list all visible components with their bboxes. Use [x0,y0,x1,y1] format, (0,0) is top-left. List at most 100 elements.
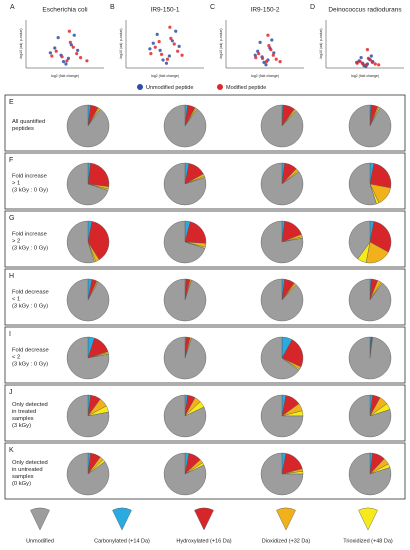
data-point [75,52,79,56]
data-point [61,60,66,64]
data-point [79,56,83,60]
data-point [271,53,275,57]
panel-letter: A [10,4,15,11]
data-point [157,40,161,44]
data-point [359,56,363,60]
legend-label: Modified peptide [226,85,266,91]
pie-slice [260,104,304,148]
legend-label: Dioxidized (+32 Da) [262,538,311,544]
row-label: Only detected [12,402,48,408]
data-point [364,63,369,67]
pie-slice [163,336,207,380]
pie-slice [66,452,110,496]
data-point [174,29,178,33]
pie-slice [348,336,392,380]
panel-letter: H [9,273,14,280]
data-point [172,42,176,46]
data-point [71,45,75,49]
data-point [253,53,257,57]
row-label: (3 kGy : 0 Gy) [12,246,48,252]
data-point [177,44,181,49]
row-label: (3 kGy) [12,423,31,429]
data-point [54,49,58,53]
data-point [168,25,172,29]
data-point [377,63,381,67]
pie-slice [163,220,206,264]
data-point [161,58,165,62]
data-point [266,33,270,37]
data-point [176,49,180,53]
y-axis-label: -log10 (adj. p-value) [119,28,123,59]
row-label: Fold decrease [12,348,49,354]
panel-letter: B [110,4,115,11]
panel-letter: E [9,99,14,106]
data-point [151,41,155,45]
row-label: Only detected [12,460,48,466]
row-label: samples [12,474,34,480]
data-point [149,52,153,56]
data-point [148,47,152,51]
data-point [272,51,276,55]
legend-wedge [358,507,378,531]
data-point [170,39,174,43]
panel-letter: F [9,157,13,164]
pie-slice [260,452,304,496]
row-box [4,268,406,326]
data-point [365,48,370,52]
data-point [254,56,258,60]
row-label: (3 kGy : 0 Gy) [12,362,48,368]
pie-slice [66,220,95,264]
y-axis-label: -log10 (adj. p-value) [319,28,323,59]
data-point [165,57,170,61]
data-point [262,60,266,64]
data-point [264,63,268,67]
pie-slice [348,220,371,260]
data-point [260,56,265,61]
data-point [153,45,157,49]
pie-slice [260,278,304,322]
pie-slice [348,162,377,206]
data-point [159,52,164,57]
data-point [269,48,273,52]
legend-wedge [112,507,132,531]
pie-slice [260,220,304,264]
plot-title: IR9-150-1 [151,7,180,14]
pie-slice [348,104,392,148]
data-point [66,56,71,61]
pie-slice [281,339,304,368]
legend-label: Unmodified [26,538,54,544]
data-point [180,53,184,57]
data-point [257,52,261,56]
data-point [155,32,159,37]
legend-swatch [217,84,223,90]
data-point [368,58,372,62]
row-label: > 2 [12,239,20,245]
row-label: samples [12,416,34,422]
pie-slice [369,221,392,253]
row-box [4,210,406,268]
data-point [158,48,162,53]
plot-title: Deinococcus radiodurans [328,7,402,14]
pie-slice [87,162,110,187]
data-point [68,40,72,45]
pie-slice [348,394,392,438]
pie-slice [163,278,207,322]
pie-slice [369,163,392,189]
data-point [258,40,262,45]
legend-label: Hydroxylated (+16 Da) [176,538,231,544]
row-label: Fold increase [12,174,47,180]
x-axis-label: log2 (fold change) [151,74,179,78]
panel-letter: D [310,4,315,11]
data-point [48,51,52,55]
legend-label: Trioxidized (+48 Da) [343,538,393,544]
data-point [169,36,173,41]
row-box [4,442,406,500]
data-point [67,29,71,33]
x-axis-label: log2 (fold change) [351,74,379,78]
panel-letter: I [9,331,11,338]
pie-slice [348,278,392,322]
pie-slice [260,394,304,438]
data-point [64,62,68,66]
pie-slice [66,394,110,438]
data-point [361,62,365,66]
